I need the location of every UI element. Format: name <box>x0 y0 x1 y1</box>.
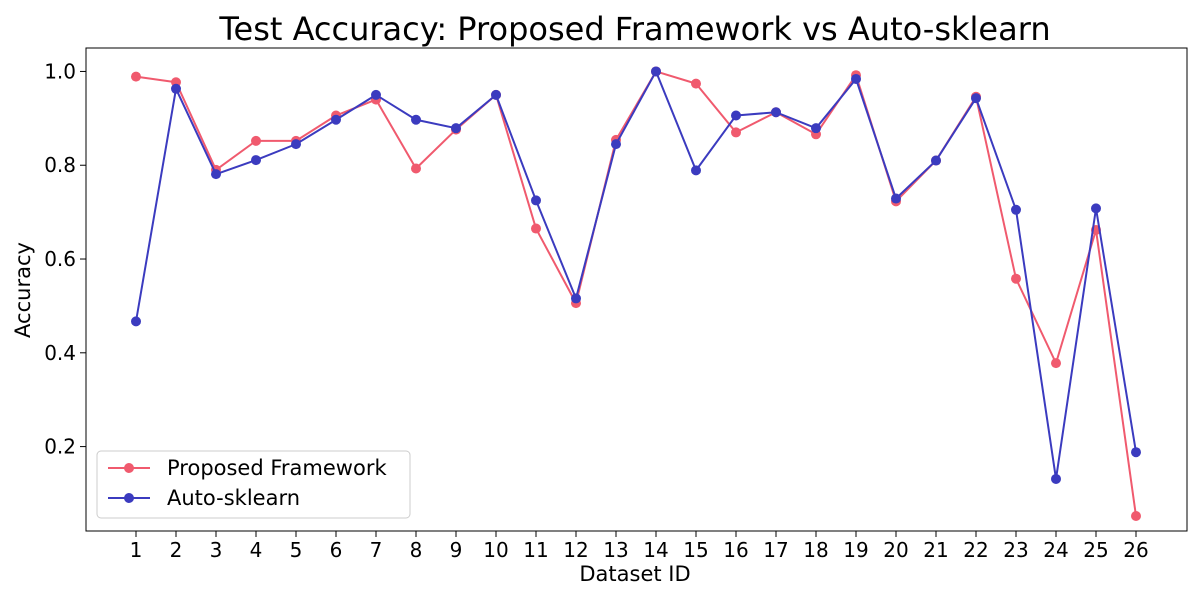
x-tick-label: 5 <box>290 538 303 562</box>
data-point <box>411 114 421 125</box>
data-point <box>611 139 621 150</box>
data-point <box>371 89 381 100</box>
data-point <box>1051 473 1061 484</box>
x-tick-label: 19 <box>843 538 868 562</box>
data-point <box>171 83 181 94</box>
data-point <box>731 127 741 138</box>
series-1 <box>131 66 1141 484</box>
legend-box <box>96 450 411 519</box>
plot-frame <box>85 47 1188 532</box>
data-point <box>571 293 581 304</box>
data-point <box>131 71 141 82</box>
legend-entry-proposed-framework: Proposed Framework <box>167 456 387 480</box>
y-tick-label: 0.6 <box>44 247 76 271</box>
data-point <box>1051 358 1061 369</box>
y-axis-label: Accuracy <box>11 242 35 338</box>
x-tick-label: 4 <box>250 538 263 562</box>
x-tick-label: 21 <box>923 538 948 562</box>
chart-title: Test Accuracy: Proposed Framework vs Aut… <box>218 10 1050 48</box>
data-point <box>691 165 701 176</box>
x-tick-label: 22 <box>963 538 988 562</box>
plot-area <box>131 66 1141 521</box>
data-point <box>811 123 821 134</box>
x-tick-label: 18 <box>803 538 828 562</box>
data-point <box>211 169 221 180</box>
x-tick-label: 11 <box>523 538 548 562</box>
x-tick-label: 14 <box>643 538 668 562</box>
x-tick-label: 25 <box>1083 538 1108 562</box>
x-tick-label: 23 <box>1003 538 1028 562</box>
data-point <box>1091 203 1101 214</box>
data-point <box>651 66 661 77</box>
x-tick-label: 13 <box>603 538 628 562</box>
legend-marker-dot <box>124 463 134 473</box>
y-axis: 0.2 0.4 0.6 0.8 1.0 <box>44 59 86 459</box>
y-tick-label: 0.8 <box>44 153 76 177</box>
data-point <box>851 73 861 84</box>
data-point <box>1011 204 1021 215</box>
series-line <box>135 70 1137 517</box>
data-point <box>531 223 541 234</box>
x-axis-label: Dataset ID <box>579 562 690 586</box>
series-line <box>135 70 1137 480</box>
x-tick-label: 24 <box>1043 538 1068 562</box>
legend-marker-dot <box>124 493 134 503</box>
y-tick-label: 1.0 <box>44 59 76 83</box>
legend-entry-auto-sklearn: Auto-sklearn <box>167 486 300 510</box>
data-point <box>691 78 701 89</box>
data-point <box>131 316 141 327</box>
data-point <box>451 123 461 134</box>
x-tick-label: 15 <box>683 538 708 562</box>
data-point <box>1131 510 1141 521</box>
data-point <box>531 195 541 206</box>
data-point <box>251 155 261 166</box>
x-tick-label: 12 <box>563 538 588 562</box>
data-point <box>411 163 421 174</box>
data-point <box>731 110 741 121</box>
x-tick-label: 20 <box>883 538 908 562</box>
x-tick-label: 17 <box>763 538 788 562</box>
data-point <box>1131 447 1141 458</box>
x-tick-label: 10 <box>483 538 508 562</box>
data-point <box>291 139 301 150</box>
data-point <box>931 155 941 166</box>
data-point <box>331 114 341 125</box>
x-tick-label: 2 <box>170 538 183 562</box>
x-tick-label: 3 <box>210 538 223 562</box>
x-tick-label: 6 <box>330 538 343 562</box>
x-tick-label: 16 <box>723 538 748 562</box>
x-tick-label: 9 <box>450 538 463 562</box>
x-tick-label: 26 <box>1123 538 1148 562</box>
x-tick-label: 7 <box>370 538 383 562</box>
legend: Proposed Framework Auto-sklearn <box>96 450 411 519</box>
data-point <box>771 107 781 118</box>
x-axis: 1 2 3 4 5 6 7 8 9 10 11 12 13 14 15 16 17 18 19 20 21 22 23 24 2… <box>130 531 1149 562</box>
y-tick-label: 0.4 <box>44 341 76 365</box>
y-tick-label: 0.2 <box>44 435 76 459</box>
data-point <box>971 93 981 104</box>
data-point <box>491 89 501 100</box>
data-point <box>891 193 901 204</box>
x-tick-label: 8 <box>410 538 423 562</box>
x-tick-label: 1 <box>130 538 143 562</box>
data-point <box>1011 273 1021 284</box>
data-point <box>251 135 261 146</box>
